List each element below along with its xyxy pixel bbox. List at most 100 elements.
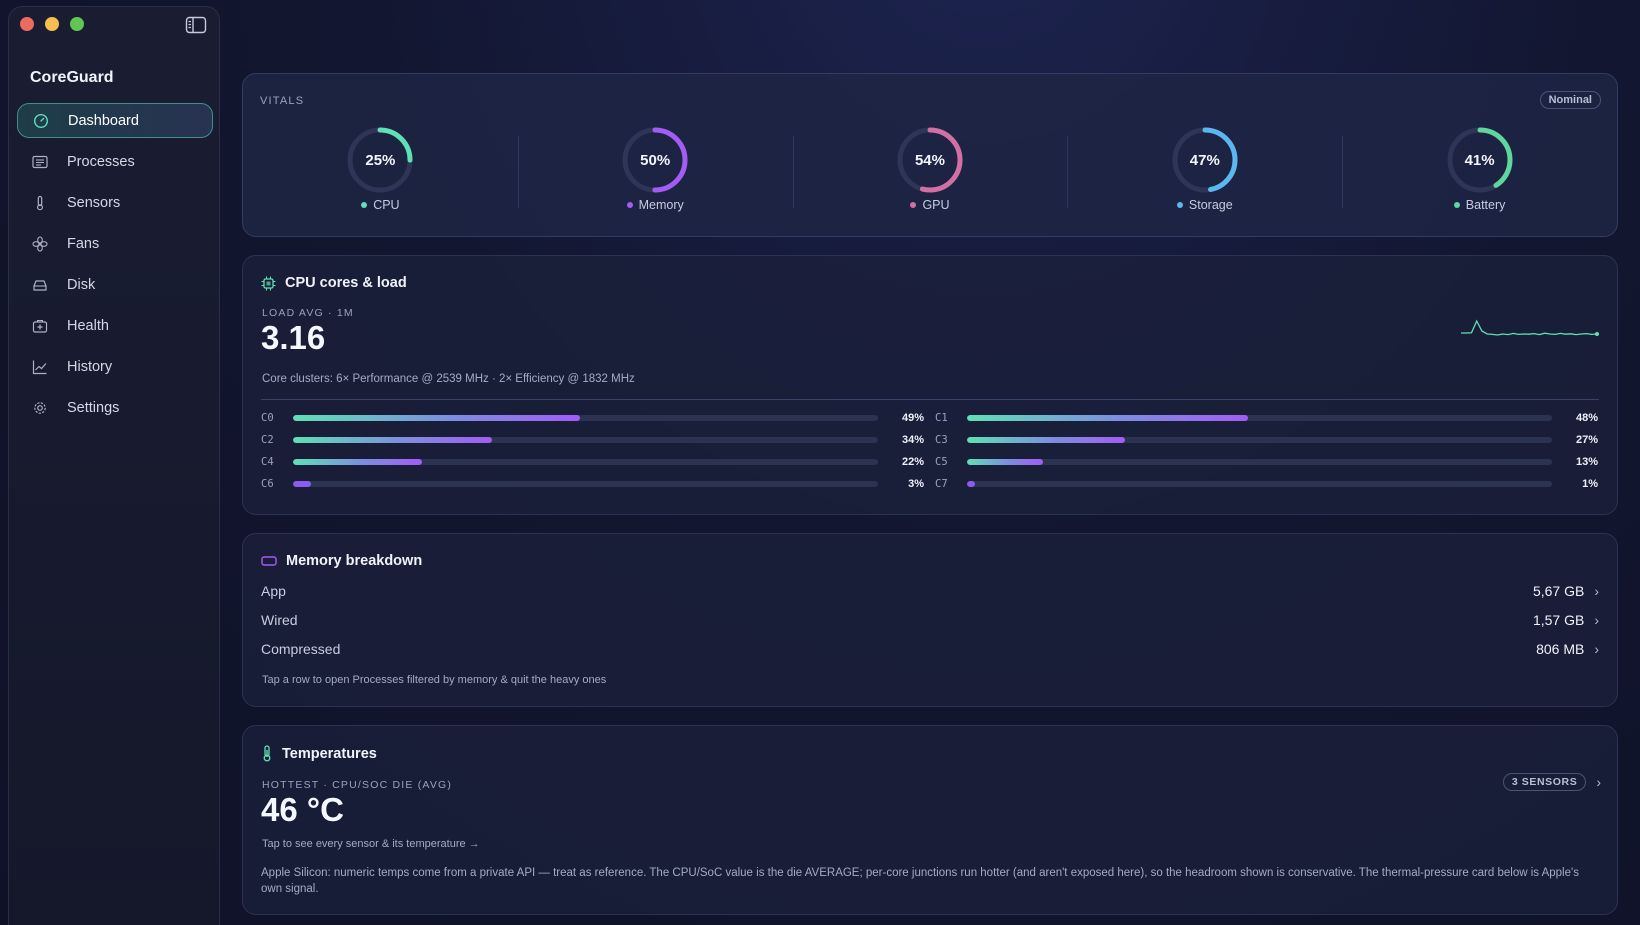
- vital-battery: 41% Battery: [1342, 126, 1617, 222]
- core-bar-track: [967, 459, 1552, 465]
- vitals-row: 25% CPU 50% Memory 54% GPU 47% Storage 41% Batter…: [243, 126, 1617, 222]
- sidebar-item-label: Fans: [67, 235, 100, 252]
- vital-label: GPU: [910, 198, 950, 212]
- gauge-ring: 47%: [1171, 126, 1239, 194]
- gauge-value: 50%: [640, 151, 671, 169]
- maximize-window-button[interactable]: [70, 17, 84, 31]
- core-bar-fill: [967, 481, 975, 487]
- medical-kit-icon: [31, 317, 49, 335]
- vital-label: Memory: [626, 198, 684, 212]
- memory-chip-icon: [261, 555, 277, 567]
- core-bar-fill: [967, 437, 1125, 443]
- core-bar-fill: [293, 459, 422, 465]
- vital-label: Storage: [1176, 198, 1233, 212]
- core-row-c4: C4 22%: [261, 455, 924, 469]
- sidebar-item-fans[interactable]: Fans: [17, 226, 213, 261]
- memory-row-compressed[interactable]: Compressed 806 MB ›: [261, 635, 1599, 663]
- core-bar-track: [293, 415, 878, 421]
- core-label: C3: [935, 434, 948, 446]
- memory-row-wired[interactable]: Wired 1,57 GB ›: [261, 606, 1599, 634]
- app-title: CoreGuard: [30, 69, 114, 86]
- gauge-icon: [32, 112, 50, 130]
- chevron-right-icon: ›: [1596, 774, 1601, 790]
- memory-row-name: Wired: [261, 612, 298, 628]
- core-bar-fill: [293, 481, 311, 487]
- sidebar-item-label: Dashboard: [68, 112, 139, 129]
- core-bar-track: [967, 481, 1552, 487]
- hottest-label: HOTTEST · CPU/SOC DIE (AVG): [262, 779, 453, 791]
- core-bar-track: [967, 437, 1552, 443]
- core-row-c6: C6 3%: [261, 477, 924, 491]
- status-dot: [910, 202, 917, 208]
- temperatures-card: Temperatures HOTTEST · CPU/SOC DIE (AVG)…: [242, 725, 1618, 915]
- divider: [261, 399, 1599, 400]
- sidebar-item-label: History: [67, 358, 113, 375]
- core-row-c5: C5 13%: [935, 455, 1598, 469]
- chevron-right-icon: ›: [1594, 612, 1599, 628]
- core-label: C2: [261, 434, 274, 446]
- vital-name: CPU: [373, 198, 400, 212]
- temperature-note: Apple Silicon: numeric temps come from a…: [261, 867, 1579, 895]
- thermometer-icon: [31, 194, 49, 212]
- status-dot: [626, 202, 633, 208]
- vitals-card: VITALS Nominal 25% CPU 50% Memory 54% GPU 47% S…: [242, 73, 1618, 237]
- core-bar-fill: [967, 459, 1044, 465]
- chip-icon: [261, 276, 276, 291]
- memory-row-name: App: [261, 583, 286, 599]
- minimize-window-button[interactable]: [45, 17, 59, 31]
- sidebar-nav: Dashboard Processes Sensors Fans Disk He…: [17, 103, 213, 431]
- memory-row-name: Compressed: [261, 641, 341, 657]
- memory-title-text: Memory breakdown: [286, 553, 423, 569]
- temperature-tap-hint[interactable]: Tap to see every sensor & its temperatur…: [262, 838, 480, 850]
- memory-row-value: 5,67 GB: [1532, 583, 1585, 599]
- vital-label: Battery: [1453, 198, 1505, 212]
- sidebar-toggle-icon[interactable]: [185, 16, 207, 34]
- memory-row-value: 1,57 GB: [1532, 612, 1585, 628]
- sidebar-item-label: Settings: [67, 399, 120, 416]
- sidebar-item-settings[interactable]: Settings: [17, 390, 213, 425]
- fan-icon: [31, 235, 49, 253]
- status-dot: [361, 202, 368, 208]
- chart-icon: [31, 358, 49, 376]
- temperatures-title-text: Temperatures: [282, 745, 377, 762]
- vital-gpu: 54% GPU: [792, 126, 1068, 222]
- close-window-button[interactable]: [20, 17, 34, 31]
- status-badge: Nominal: [1539, 91, 1601, 109]
- gear-icon: [31, 399, 49, 417]
- window-controls: [20, 17, 84, 31]
- load-sparkline: [1461, 319, 1599, 336]
- core-row-c1: C1 48%: [935, 411, 1598, 425]
- sidebar-item-label: Processes: [67, 153, 135, 170]
- vital-name: Storage: [1188, 198, 1233, 212]
- sidebar-item-sensors[interactable]: Sensors: [17, 185, 213, 220]
- core-clusters-text: Core clusters: 6× Performance @ 2539 MHz…: [262, 373, 635, 385]
- core-label: C4: [261, 456, 274, 468]
- vital-storage: 47% Storage: [1067, 126, 1342, 222]
- gauge-ring: 41%: [1446, 126, 1514, 194]
- sidebar-item-dashboard[interactable]: Dashboard: [17, 103, 213, 138]
- core-percent: 22%: [901, 456, 924, 468]
- core-label: C0: [261, 412, 274, 424]
- status-dot: [1453, 202, 1460, 208]
- vitals-label: VITALS: [260, 95, 305, 107]
- hottest-value: 46 °C: [261, 791, 344, 828]
- status-dot: [1176, 202, 1183, 208]
- sidebar-item-history[interactable]: History: [17, 349, 213, 384]
- core-row-c2: C2 34%: [261, 433, 924, 447]
- gauge-value: 54%: [914, 151, 945, 169]
- sidebar-item-health[interactable]: Health: [17, 308, 213, 343]
- chevron-right-icon: ›: [1594, 641, 1599, 657]
- chevron-right-icon: ›: [1594, 583, 1599, 599]
- sidebar-item-processes[interactable]: Processes: [17, 144, 213, 179]
- memory-card-title: Memory breakdown: [261, 553, 422, 569]
- core-label: C1: [935, 412, 948, 424]
- memory-row-app[interactable]: App 5,67 GB ›: [261, 577, 1599, 605]
- vital-name: Memory: [638, 198, 684, 212]
- core-percent: 34%: [901, 434, 924, 446]
- core-row-c3: C3 27%: [935, 433, 1598, 447]
- core-bar-track: [293, 437, 878, 443]
- sidebar-item-disk[interactable]: Disk: [17, 267, 213, 302]
- core-row-c7: C7 1%: [935, 477, 1598, 491]
- sensors-link[interactable]: 3 SENSORS ›: [1502, 773, 1601, 791]
- gauge-ring: 50%: [621, 126, 689, 194]
